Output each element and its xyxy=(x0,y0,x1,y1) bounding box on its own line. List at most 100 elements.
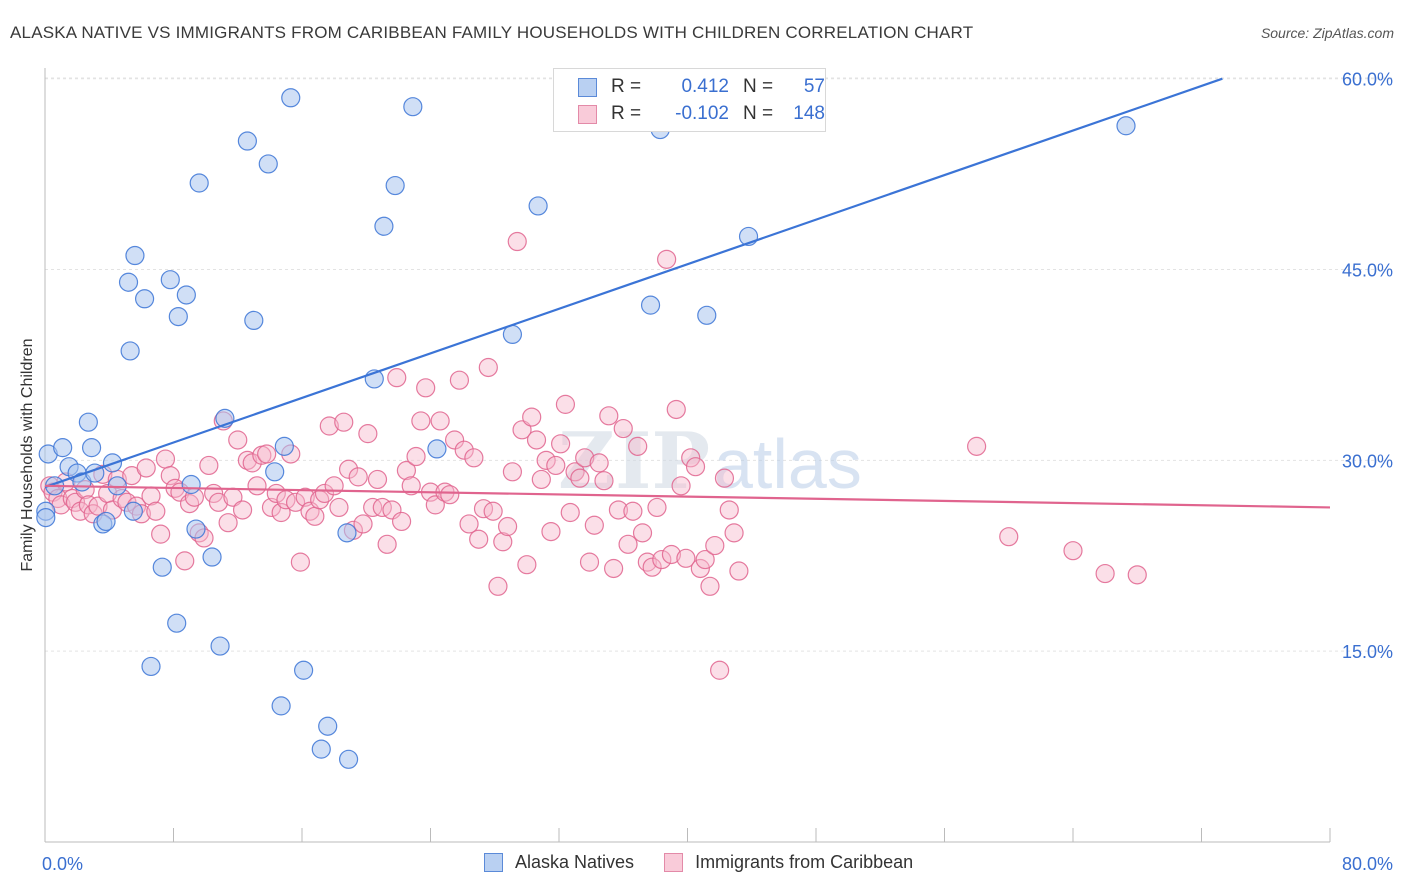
caribbean-point xyxy=(666,399,686,420)
alaska-point xyxy=(160,270,180,290)
caribbean-trendline xyxy=(44,484,1331,509)
caribbean-point xyxy=(594,471,614,491)
caribbean-point xyxy=(329,497,349,518)
caribbean-point xyxy=(228,430,248,450)
caribbean-point xyxy=(488,576,508,596)
caribbean-point xyxy=(155,449,176,469)
caribbean-point xyxy=(575,448,595,468)
caribbean-point xyxy=(391,511,412,532)
trendlines xyxy=(44,77,1331,509)
alaska-point xyxy=(53,438,73,458)
caribbean-point xyxy=(1095,563,1115,584)
caribbean-point xyxy=(632,523,653,543)
legend-n-label: N = xyxy=(743,76,774,97)
caribbean-point xyxy=(319,416,339,436)
caribbean-point xyxy=(430,411,450,431)
caribbean-point xyxy=(705,535,725,556)
caribbean-point xyxy=(613,418,633,439)
alaska-point xyxy=(152,557,172,577)
legend-label-caribbean: Immigrants from Caribbean xyxy=(695,852,914,872)
alaska-point xyxy=(338,749,359,769)
caribbean-point xyxy=(498,516,518,537)
tick-labels: 15.0% 30.0% 45.0% 60.0% 0.0% 80.0% xyxy=(42,70,1393,874)
alaska-point xyxy=(265,462,285,482)
caribbean-point xyxy=(78,495,98,515)
alaska-point xyxy=(244,310,264,331)
y-tick-label: 45.0% xyxy=(1342,261,1393,281)
caribbean-point xyxy=(657,249,677,269)
chart-title: ALASKA NATIVE VS IMMIGRANTS FROM CARIBBE… xyxy=(10,23,974,42)
legend-swatch-blue xyxy=(578,77,597,97)
alaska-point xyxy=(202,547,222,567)
caribbean-point xyxy=(257,444,277,464)
caribbean-point xyxy=(208,492,229,512)
caribbean-point xyxy=(546,455,566,476)
alaska-point xyxy=(189,173,209,193)
caribbean-point xyxy=(710,660,730,680)
watermark-atlas: atlas xyxy=(714,425,862,503)
caribbean-point xyxy=(290,552,310,572)
caribbean-point xyxy=(464,448,484,468)
caribbean-point xyxy=(411,411,431,431)
caribbean-point xyxy=(454,440,474,460)
watermark-zip: ZIP xyxy=(558,416,710,507)
legend-n-label: N = xyxy=(743,103,774,124)
caribbean-point xyxy=(642,557,662,577)
caribbean-point xyxy=(555,394,576,414)
alaska-point xyxy=(237,131,257,151)
caribbean-point xyxy=(478,357,498,378)
alaska-point xyxy=(258,154,278,174)
alaska-point xyxy=(186,519,206,539)
alaska-point xyxy=(181,474,201,495)
series-caribbean-points xyxy=(40,231,1147,680)
caribbean-point xyxy=(324,476,344,496)
legend-r-label: R = xyxy=(611,103,642,124)
caribbean-point xyxy=(493,532,513,552)
gridlines xyxy=(45,77,1395,652)
source-label: Source: ZipAtlas.com xyxy=(1260,25,1394,41)
caribbean-point xyxy=(175,551,195,571)
alaska-point xyxy=(403,97,423,117)
caribbean-point xyxy=(502,462,523,482)
caribbean-point xyxy=(218,513,238,533)
caribbean-point xyxy=(449,370,470,390)
alaska-point xyxy=(107,476,127,496)
caribbean-point xyxy=(526,430,547,450)
legend-swatch-pink xyxy=(578,104,597,124)
series-legend: Alaska Natives Immigrants from Caribbean xyxy=(484,852,943,873)
caribbean-point xyxy=(1127,565,1147,585)
caribbean-point xyxy=(700,576,720,596)
alaska-point xyxy=(118,272,139,292)
caribbean-point xyxy=(314,483,335,504)
legend-r-label: R = xyxy=(611,76,642,97)
caribbean-point xyxy=(401,476,421,496)
caribbean-point xyxy=(358,424,378,444)
caribbean-point xyxy=(618,534,638,554)
legend-r-value: -0.102 xyxy=(675,103,729,124)
caribbean-point xyxy=(522,407,542,427)
alaska-point xyxy=(528,196,548,216)
caribbean-point xyxy=(512,420,532,440)
caribbean-point xyxy=(999,527,1019,547)
caribbean-point xyxy=(367,469,388,490)
x-tick-label: 0.0% xyxy=(42,854,83,874)
caribbean-point xyxy=(560,502,580,523)
caribbean-point xyxy=(652,549,672,570)
caribbean-point xyxy=(88,496,108,516)
caribbean-point xyxy=(377,534,397,554)
caribbean-point xyxy=(729,561,749,581)
caribbean-point xyxy=(695,549,715,570)
alaska-point xyxy=(123,501,143,521)
caribbean-point xyxy=(440,485,460,505)
y-tick-label: 15.0% xyxy=(1342,642,1393,662)
alaska-point xyxy=(640,295,661,315)
alaska-point xyxy=(168,306,188,327)
caribbean-point xyxy=(242,453,262,473)
caribbean-point xyxy=(599,406,619,426)
alaska-point xyxy=(210,636,230,656)
caribbean-point xyxy=(681,448,701,468)
caribbean-point xyxy=(483,501,503,521)
legend-label-alaska-natives: Alaska Natives xyxy=(515,852,635,872)
legend-r-value: 0.412 xyxy=(681,76,729,97)
